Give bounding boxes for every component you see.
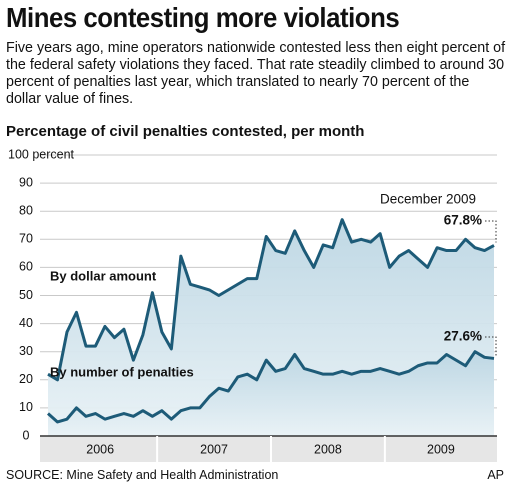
y-tick-label: 100 percent — [8, 147, 75, 161]
x-tick-label: 2006 — [86, 442, 114, 456]
y-tick-label: 80 — [19, 203, 33, 217]
y-tick-label: 90 — [19, 175, 33, 189]
credit: AP — [487, 468, 504, 482]
x-axis-band — [40, 436, 497, 462]
value-label: 27.6% — [444, 329, 482, 344]
source: SOURCE: Mine Safety and Health Administr… — [6, 468, 279, 482]
x-tick-label: 2009 — [427, 442, 455, 456]
series-label: By dollar amount — [50, 268, 157, 283]
area — [48, 351, 494, 436]
x-tick-label: 2007 — [200, 442, 228, 456]
y-tick-label: 60 — [19, 260, 33, 274]
y-tick-label: 20 — [19, 372, 33, 386]
y-tick-label: 30 — [19, 344, 33, 358]
y-tick-label: 0 — [23, 428, 30, 442]
subtitle: Five years ago, mine operators nationwid… — [6, 40, 506, 107]
series-label: By number of penalties — [50, 364, 194, 379]
y-tick-label: 50 — [19, 288, 33, 302]
annotation: December 2009 — [380, 192, 476, 207]
y-tick-label: 70 — [19, 232, 33, 246]
leader — [485, 336, 497, 356]
y-tick-label: 10 — [19, 400, 33, 414]
y-tick-label: 40 — [19, 316, 33, 330]
line — [47, 218, 495, 382]
x-tick-label: 2008 — [314, 442, 342, 456]
chart-title: Percentage of civil penalties contested,… — [6, 123, 365, 140]
title: Mines contesting more violations — [6, 2, 400, 33]
leader — [485, 220, 497, 243]
line — [47, 350, 495, 424]
value-label: 67.8% — [444, 213, 482, 228]
